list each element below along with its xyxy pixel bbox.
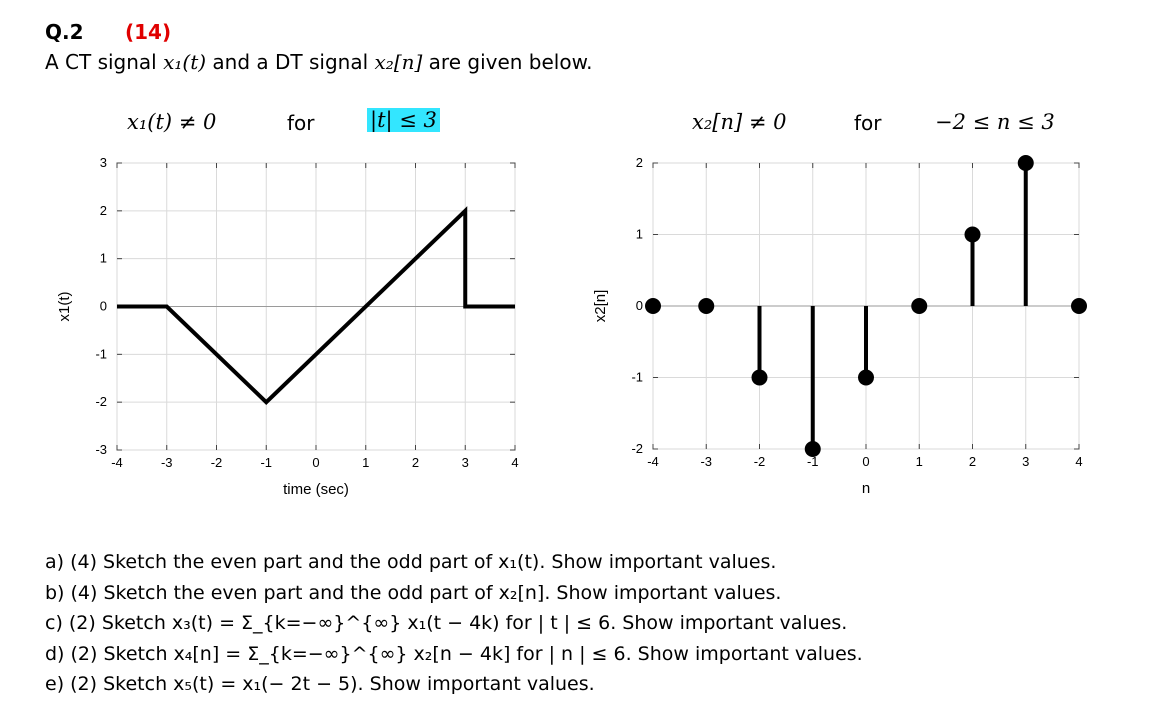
chart1-xtick-label: -2 xyxy=(211,455,223,470)
chart2-xtick-label: 3 xyxy=(1022,454,1029,469)
chart2-stem-marker xyxy=(804,441,821,457)
chart1-ytick-label: 2 xyxy=(100,203,107,218)
intro-prefix: A CT signal xyxy=(45,50,164,74)
chart-x2-dt-signal: -4 -3 -2 -1 0 1 2 3 4 -2 -1 0 1 2 n x2[n] xyxy=(592,155,1087,497)
intro-suffix: are given below. xyxy=(422,50,593,74)
chart1-ytick-label: -2 xyxy=(95,394,107,409)
chart2-ytick-label: -2 xyxy=(631,441,643,456)
chart1-xtick-label: 1 xyxy=(362,455,369,470)
chart1-xtick-label: 2 xyxy=(412,455,419,470)
chart2-stem-marker xyxy=(698,298,715,314)
intro-x2: x₂[n] xyxy=(374,50,423,74)
chart2-xtick-label: -1 xyxy=(807,454,819,469)
chart2-stem-marker xyxy=(751,369,768,386)
chart2-ytick-label: 2 xyxy=(636,155,643,170)
right-condition-for: for xyxy=(854,111,882,135)
chart1-ytick-label: -3 xyxy=(95,442,107,457)
chart2-xtick-label: 0 xyxy=(862,454,869,469)
chart2-stem-marker xyxy=(1071,298,1087,314)
chart1-ytick-label: 1 xyxy=(100,251,107,266)
chart2-xtick-label: 1 xyxy=(916,454,923,469)
chart1-series-line xyxy=(117,206,515,405)
chart1-ytick-label: 0 xyxy=(100,299,107,314)
part-b: b) (4) Sketch the even part and the odd … xyxy=(45,581,782,604)
chart1-xlabel: time (sec) xyxy=(283,481,349,498)
chart2-xtick-label: -4 xyxy=(647,454,659,469)
chart1-xtick-label: -1 xyxy=(260,455,272,470)
chart1-xtick-label: 0 xyxy=(312,455,319,470)
chart-x1-ct-signal: -4 -3 -2 -1 0 1 2 3 4 -3 -2 -1 0 1 2 3 time (sec) x1(t) xyxy=(56,155,519,498)
intro-x1: x₁(t) xyxy=(163,50,207,74)
chart2-ytick-label: 1 xyxy=(636,227,643,242)
chart1-ytick-label: -1 xyxy=(95,346,107,361)
left-condition-range: |t| ≤ 3 xyxy=(367,108,440,132)
part-c: c) (2) Sketch x₃(t) = Σ_{k=−∞}^{∞} x₁(t … xyxy=(45,612,848,634)
chart2-ytick-label: -1 xyxy=(631,370,643,385)
question-number: Q.2 xyxy=(45,20,84,44)
chart1-xtick-label: -3 xyxy=(161,455,173,470)
right-condition-expr: x₂[n] ≠ 0 xyxy=(692,110,787,134)
chart2-stem-marker xyxy=(911,298,928,314)
chart2-stem-marker xyxy=(645,298,661,314)
left-condition-for: for xyxy=(287,111,315,135)
chart2-xtick-label: -2 xyxy=(754,454,766,469)
chart2-ytick-label: 0 xyxy=(636,298,643,313)
chart1-xtick-label: -4 xyxy=(111,455,123,470)
part-e: e) (2) Sketch x₅(t) = x₁(− 2t − 5). Show… xyxy=(45,673,595,695)
part-d: d) (2) Sketch x₄[n] = Σ_{k=−∞}^{∞} x₂[n … xyxy=(45,642,863,665)
part-a: a) (4) Sketch the even part and the odd … xyxy=(45,551,777,573)
chart1-ytick-label: 3 xyxy=(100,155,107,170)
chart2-ylabel: x2[n] xyxy=(592,290,609,323)
chart1-xtick-label: 4 xyxy=(511,455,518,470)
chart2-xtick-label: -3 xyxy=(700,454,712,469)
chart2-xtick-label: 4 xyxy=(1075,454,1082,469)
intro-mid: and a DT signal xyxy=(206,50,375,74)
question-intro: A CT signal x₁(t) and a DT signal x₂[n] … xyxy=(45,50,592,74)
question-points: (14) xyxy=(125,20,172,44)
chart1-xtick-label: 3 xyxy=(462,455,469,470)
chart2-stem-marker xyxy=(1017,155,1034,171)
chart2-xlabel: n xyxy=(862,480,870,497)
chart1-ylabel: x1(t) xyxy=(56,291,73,321)
left-condition-expr: x₁(t) ≠ 0 xyxy=(127,110,217,134)
chart2-xtick-label: 2 xyxy=(969,454,976,469)
question-parts: a) (4) Sketch the even part and the odd … xyxy=(45,547,863,700)
right-condition-range: −2 ≤ n ≤ 3 xyxy=(935,110,1055,134)
chart2-stem-marker xyxy=(964,226,981,243)
chart2-stem-marker xyxy=(858,369,874,386)
